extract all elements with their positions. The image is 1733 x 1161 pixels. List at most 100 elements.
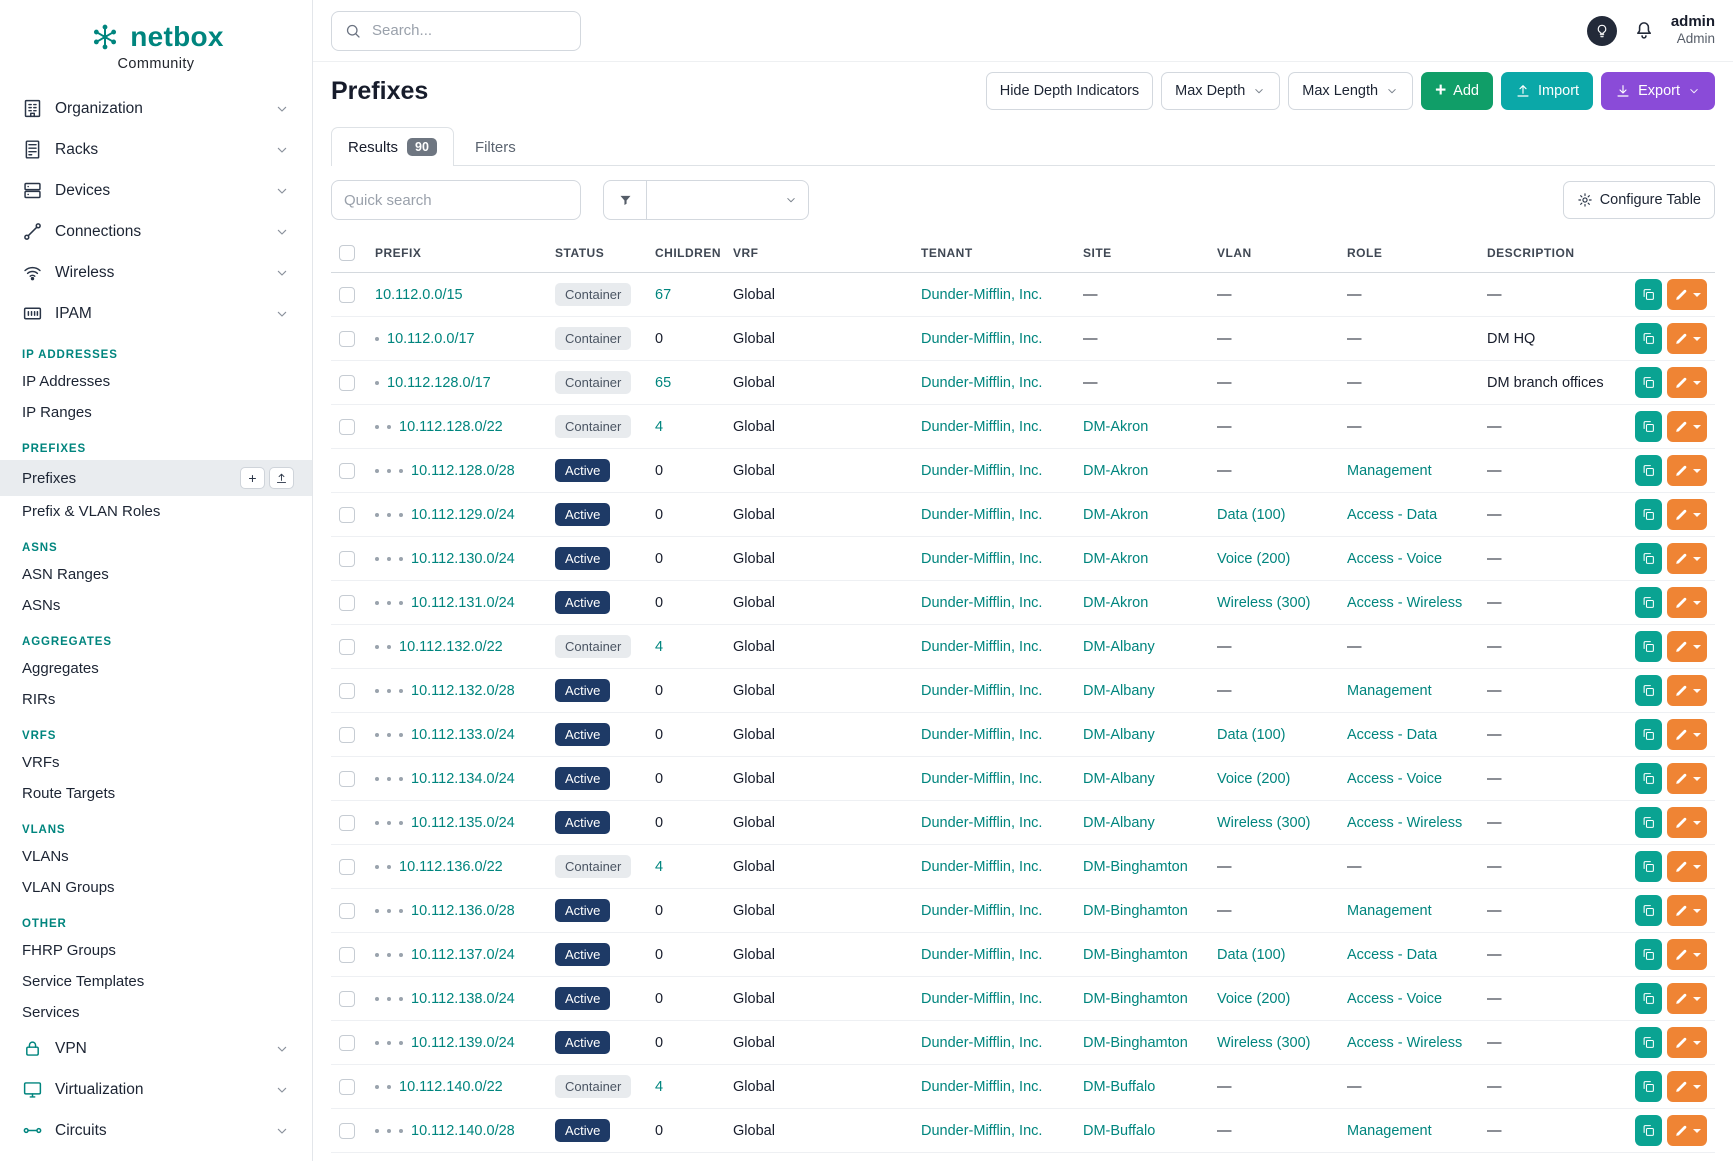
netbox-logo[interactable]: netbox Community bbox=[0, 10, 312, 78]
row-checkbox[interactable] bbox=[339, 726, 355, 743]
role-link[interactable]: Management bbox=[1347, 462, 1432, 479]
edit-button[interactable] bbox=[1667, 499, 1707, 530]
prefix-link[interactable]: 10.112.131.0/24 bbox=[411, 594, 515, 611]
quick-add-button[interactable]: + bbox=[240, 467, 265, 489]
row-checkbox[interactable] bbox=[339, 330, 355, 347]
sidebar-item-asns[interactable]: ASNs bbox=[22, 597, 61, 614]
sidebar-item-vpn[interactable]: VPN bbox=[0, 1028, 312, 1069]
prefix-link[interactable]: 10.112.135.0/24 bbox=[411, 814, 515, 831]
import-button[interactable]: Import bbox=[1500, 72, 1594, 110]
edit-button[interactable] bbox=[1667, 763, 1707, 794]
prefix-link[interactable]: 10.112.140.0/28 bbox=[411, 1122, 515, 1139]
clone-button[interactable] bbox=[1635, 323, 1663, 354]
configure-table-button[interactable]: Configure Table bbox=[1562, 181, 1715, 219]
tenant-link[interactable]: Dunder-Mifflin, Inc. bbox=[921, 1122, 1043, 1139]
children-link[interactable]: 4 bbox=[655, 418, 664, 435]
site-link[interactable]: DM-Albany bbox=[1083, 770, 1155, 787]
prefix-link[interactable]: 10.112.133.0/24 bbox=[411, 726, 515, 743]
vlan-link[interactable]: Voice (200) bbox=[1217, 550, 1291, 567]
quick-import-button[interactable] bbox=[269, 467, 294, 489]
edit-button[interactable] bbox=[1667, 323, 1707, 354]
clone-button[interactable] bbox=[1635, 631, 1663, 662]
site-link[interactable]: DM-Albany bbox=[1083, 814, 1155, 831]
filter-select[interactable] bbox=[647, 180, 809, 220]
tenant-link[interactable]: Dunder-Mifflin, Inc. bbox=[921, 726, 1043, 743]
tab-results[interactable]: Results 90 bbox=[331, 127, 454, 166]
edit-button[interactable] bbox=[1667, 1115, 1707, 1146]
vlan-link[interactable]: Data (100) bbox=[1217, 506, 1286, 523]
clone-button[interactable] bbox=[1635, 895, 1663, 926]
tenant-link[interactable]: Dunder-Mifflin, Inc. bbox=[921, 286, 1043, 303]
site-link[interactable]: DM-Binghamton bbox=[1083, 990, 1188, 1007]
prefix-link[interactable]: 10.112.136.0/22 bbox=[399, 858, 503, 875]
edit-button[interactable] bbox=[1667, 543, 1707, 574]
site-link[interactable]: DM-Binghamton bbox=[1083, 1034, 1188, 1051]
children-link[interactable]: 67 bbox=[655, 286, 672, 303]
row-checkbox[interactable] bbox=[339, 374, 355, 391]
site-link[interactable]: DM-Binghamton bbox=[1083, 902, 1188, 919]
sidebar-item-vlan-groups[interactable]: VLAN Groups bbox=[22, 879, 115, 896]
quick-search-input[interactable] bbox=[331, 180, 581, 220]
edit-button[interactable] bbox=[1667, 1071, 1707, 1102]
row-checkbox[interactable] bbox=[339, 1122, 355, 1139]
clone-button[interactable] bbox=[1635, 1027, 1663, 1058]
max-depth-dropdown[interactable]: Max Depth bbox=[1161, 72, 1281, 110]
site-link[interactable]: DM-Akron bbox=[1083, 550, 1149, 567]
row-checkbox[interactable] bbox=[339, 990, 355, 1007]
row-checkbox[interactable] bbox=[339, 462, 355, 479]
tenant-link[interactable]: Dunder-Mifflin, Inc. bbox=[921, 506, 1043, 523]
edit-button[interactable] bbox=[1667, 279, 1707, 310]
edit-button[interactable] bbox=[1667, 1027, 1707, 1058]
tenant-link[interactable]: Dunder-Mifflin, Inc. bbox=[921, 594, 1043, 611]
vlan-link[interactable]: Data (100) bbox=[1217, 946, 1286, 963]
edit-button[interactable] bbox=[1667, 983, 1707, 1014]
clone-button[interactable] bbox=[1635, 851, 1663, 882]
add-button[interactable]: + Add bbox=[1421, 72, 1493, 110]
tenant-link[interactable]: Dunder-Mifflin, Inc. bbox=[921, 946, 1043, 963]
clone-button[interactable] bbox=[1635, 1115, 1663, 1146]
sidebar-item-service-templates[interactable]: Service Templates bbox=[22, 973, 145, 990]
row-checkbox[interactable] bbox=[339, 418, 355, 435]
hide-depth-indicators-button[interactable]: Hide Depth Indicators bbox=[985, 72, 1154, 110]
tenant-link[interactable]: Dunder-Mifflin, Inc. bbox=[921, 770, 1043, 787]
role-link[interactable]: Access - Voice bbox=[1347, 770, 1443, 787]
global-search[interactable] bbox=[331, 10, 581, 51]
vlan-link[interactable]: Wireless (300) bbox=[1217, 594, 1311, 611]
edit-button[interactable] bbox=[1667, 851, 1707, 882]
prefix-link[interactable]: 10.112.128.0/22 bbox=[399, 418, 503, 435]
clone-button[interactable] bbox=[1635, 719, 1663, 750]
tenant-link[interactable]: Dunder-Mifflin, Inc. bbox=[921, 418, 1043, 435]
row-checkbox[interactable] bbox=[339, 286, 355, 303]
edit-button[interactable] bbox=[1667, 675, 1707, 706]
sidebar-item-vrfs[interactable]: VRFs bbox=[22, 754, 60, 771]
row-checkbox[interactable] bbox=[339, 1078, 355, 1095]
clone-button[interactable] bbox=[1635, 983, 1663, 1014]
row-checkbox[interactable] bbox=[339, 770, 355, 787]
row-checkbox[interactable] bbox=[339, 946, 355, 963]
sidebar-item-circuits[interactable]: Circuits bbox=[0, 1110, 312, 1151]
select-all-checkbox[interactable] bbox=[339, 245, 355, 261]
sidebar-item-devices[interactable]: Devices bbox=[0, 170, 312, 211]
role-link[interactable]: Access - Wireless bbox=[1347, 1034, 1463, 1051]
global-search-input[interactable] bbox=[372, 22, 568, 39]
edit-button[interactable] bbox=[1667, 587, 1707, 618]
prefix-link[interactable]: 10.112.136.0/28 bbox=[411, 902, 515, 919]
tenant-link[interactable]: Dunder-Mifflin, Inc. bbox=[921, 814, 1043, 831]
edit-button[interactable] bbox=[1667, 631, 1707, 662]
clone-button[interactable] bbox=[1635, 367, 1663, 398]
theme-toggle-button[interactable] bbox=[1586, 15, 1617, 46]
sidebar-item-wireless[interactable]: Wireless bbox=[0, 252, 312, 293]
tenant-link[interactable]: Dunder-Mifflin, Inc. bbox=[921, 374, 1043, 391]
row-checkbox[interactable] bbox=[339, 594, 355, 611]
site-link[interactable]: DM-Albany bbox=[1083, 682, 1155, 699]
site-link[interactable]: DM-Akron bbox=[1083, 594, 1149, 611]
sidebar-item-rirs[interactable]: RIRs bbox=[22, 691, 56, 708]
sidebar-item-asn-ranges[interactable]: ASN Ranges bbox=[22, 566, 109, 583]
sidebar-item-aggregates[interactable]: Aggregates bbox=[22, 660, 99, 677]
row-checkbox[interactable] bbox=[339, 550, 355, 567]
site-link[interactable]: DM-Buffalo bbox=[1083, 1122, 1156, 1139]
sidebar-item-route-targets[interactable]: Route Targets bbox=[22, 785, 116, 802]
edit-button[interactable] bbox=[1667, 455, 1707, 486]
prefix-link[interactable]: 10.112.134.0/24 bbox=[411, 770, 515, 787]
children-link[interactable]: 4 bbox=[655, 638, 664, 655]
